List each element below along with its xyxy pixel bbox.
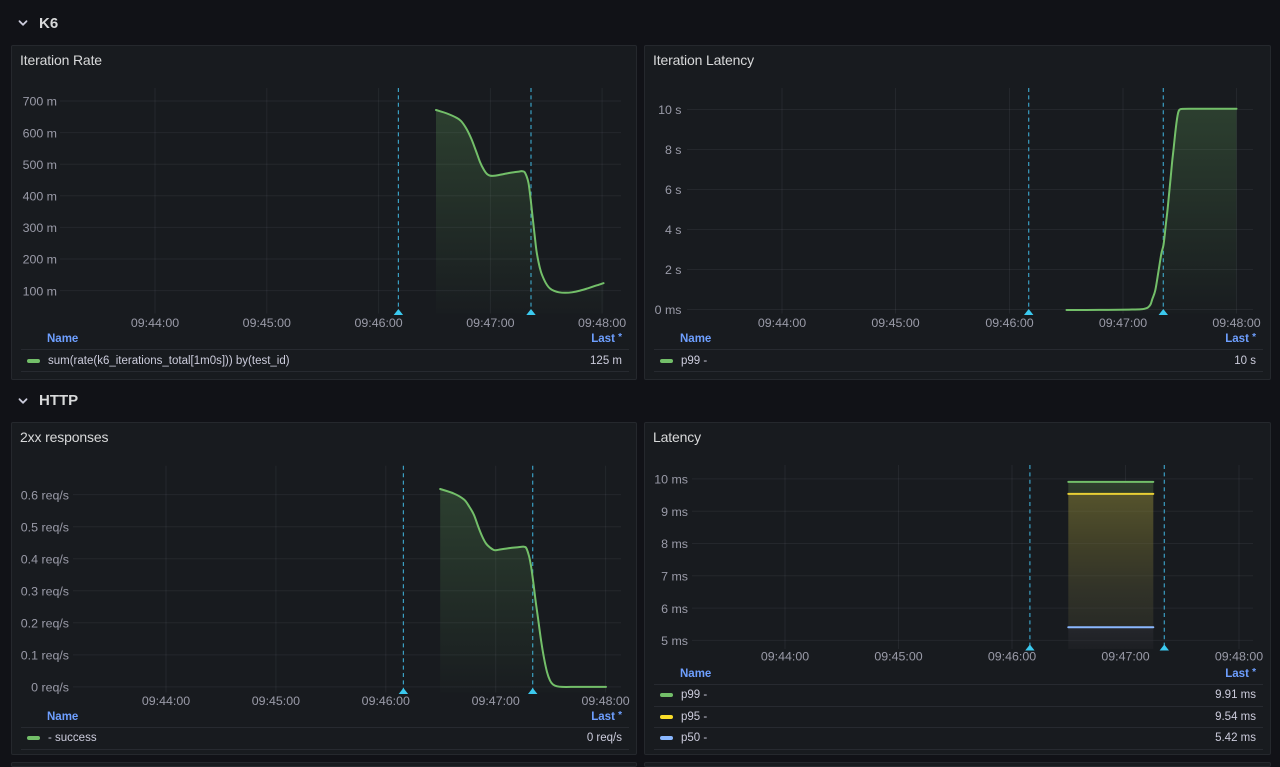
svg-text:09:46:00: 09:46:00 [362, 694, 410, 708]
svg-text:09:44:00: 09:44:00 [761, 650, 809, 664]
svg-text:0.3 req/s: 0.3 req/s [21, 585, 69, 599]
svg-text:6 s: 6 s [665, 183, 682, 197]
svg-text:09:45:00: 09:45:00 [252, 694, 300, 708]
svg-text:09:44:00: 09:44:00 [142, 694, 190, 708]
svg-text:09:47:00: 09:47:00 [466, 316, 514, 330]
svg-text:2 s: 2 s [665, 263, 682, 277]
svg-text:400 m: 400 m [23, 190, 57, 204]
svg-text:300 m: 300 m [23, 221, 57, 235]
svg-text:09:47:00: 09:47:00 [472, 694, 520, 708]
svg-text:0.5 req/s: 0.5 req/s [21, 520, 69, 534]
svg-text:0 ms: 0 ms [655, 303, 682, 317]
svg-text:09:44:00: 09:44:00 [131, 316, 179, 330]
svg-text:100 m: 100 m [23, 284, 57, 298]
svg-text:8 ms: 8 ms [661, 537, 688, 551]
svg-text:0.2 req/s: 0.2 req/s [21, 617, 69, 631]
svg-text:09:45:00: 09:45:00 [871, 316, 919, 330]
svg-text:0.1 req/s: 0.1 req/s [21, 649, 69, 663]
svg-text:8 s: 8 s [665, 143, 682, 157]
svg-text:09:46:00: 09:46:00 [988, 650, 1036, 664]
svg-text:09:46:00: 09:46:00 [354, 316, 402, 330]
svg-text:700 m: 700 m [23, 95, 57, 109]
svg-text:4 s: 4 s [665, 223, 682, 237]
svg-text:09:48:00: 09:48:00 [1215, 650, 1263, 664]
svg-text:9 ms: 9 ms [661, 505, 688, 519]
svg-text:09:44:00: 09:44:00 [758, 316, 806, 330]
svg-text:09:45:00: 09:45:00 [243, 316, 291, 330]
svg-text:09:47:00: 09:47:00 [1101, 650, 1149, 664]
svg-text:6 ms: 6 ms [661, 602, 688, 616]
svg-text:09:48:00: 09:48:00 [1212, 316, 1260, 330]
svg-text:7 ms: 7 ms [661, 570, 688, 584]
svg-text:0.4 req/s: 0.4 req/s [21, 552, 69, 566]
svg-text:09:45:00: 09:45:00 [874, 650, 922, 664]
svg-text:09:46:00: 09:46:00 [985, 316, 1033, 330]
svg-text:09:47:00: 09:47:00 [1099, 316, 1147, 330]
svg-text:10 ms: 10 ms [654, 473, 688, 487]
svg-text:09:48:00: 09:48:00 [581, 694, 629, 708]
svg-text:5 ms: 5 ms [661, 634, 688, 648]
svg-text:600 m: 600 m [23, 126, 57, 140]
svg-text:09:48:00: 09:48:00 [578, 316, 626, 330]
svg-text:0 req/s: 0 req/s [31, 681, 69, 695]
svg-text:10 s: 10 s [658, 103, 681, 117]
svg-text:500 m: 500 m [23, 158, 57, 172]
svg-text:0.6 req/s: 0.6 req/s [21, 488, 69, 502]
svg-text:200 m: 200 m [23, 253, 57, 267]
